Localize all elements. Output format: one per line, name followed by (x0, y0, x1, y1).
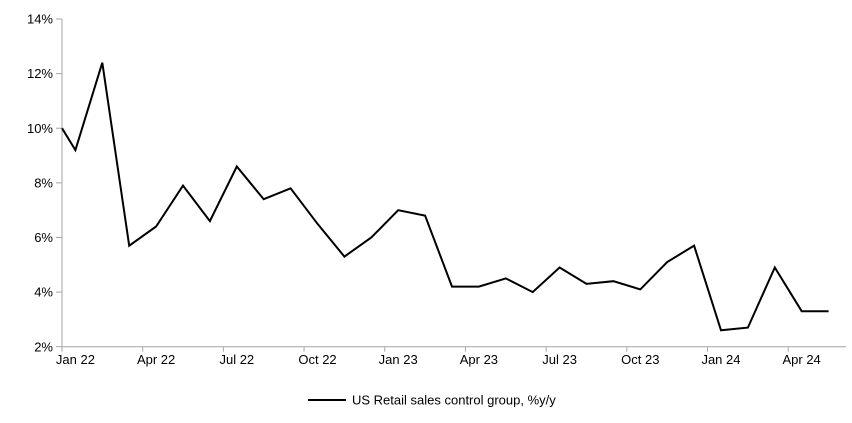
y-axis-tick-label: 14% (27, 12, 53, 27)
y-axis-tick-label: 2% (34, 339, 53, 354)
x-axis-tick-label: Jul 23 (542, 352, 577, 367)
series-line (61, 62, 829, 332)
y-axis: 2% 4% 6% 8% 10% 12% 14% (27, 12, 63, 354)
x-axis-tick-label: Oct 23 (621, 352, 659, 367)
x-axis-tick-label: Apr 22 (137, 352, 175, 367)
y-axis-tick-label: 10% (27, 121, 53, 136)
y-axis-tick-label: 12% (27, 66, 53, 81)
x-axis-tick-label: Jan 24 (701, 352, 740, 367)
x-axis: Jan 22 Apr 22 Jul 22 Oct 22 Jan 23 Apr 23 Jul … (56, 346, 846, 367)
x-axis-tick-label: Oct 22 (298, 352, 336, 367)
x-axis-tick-label: Apr 24 (782, 352, 820, 367)
y-axis-tick-label: 6% (34, 230, 53, 245)
x-axis-tick-label: Jan 22 (56, 352, 95, 367)
x-axis-tick-label: Jan 23 (379, 352, 418, 367)
legend-label: US Retail sales control group, %y/y (352, 393, 556, 408)
x-axis-tick-label: Jul 22 (219, 352, 254, 367)
x-axis-tick-label: Apr 23 (460, 352, 498, 367)
y-axis-tick-label: 4% (34, 285, 53, 300)
y-axis-tick-label: 8% (34, 175, 53, 190)
legend: US Retail sales control group, %y/y (308, 393, 556, 408)
